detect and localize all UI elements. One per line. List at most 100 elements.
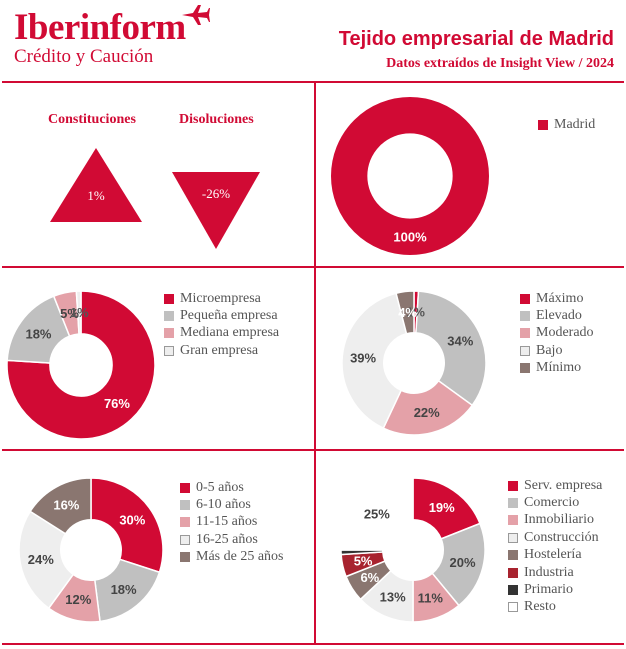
legend-swatch: [164, 311, 174, 322]
slice-0-5-años: [90, 477, 164, 574]
legend-label: 16-25 años: [196, 531, 258, 547]
triangle-up-icon: [50, 148, 142, 222]
legend-item: Pequeña empresa: [164, 307, 279, 324]
data-label: 39%: [350, 351, 376, 366]
brand-subtitle: Crédito y Caución: [14, 46, 154, 67]
legend-item: Moderado: [520, 325, 594, 342]
sector-legend: Serv. empresa Comercio Inmobiliario Constru…: [508, 477, 602, 616]
legend-label: Madrid: [554, 116, 596, 132]
slice-resto: [340, 477, 414, 551]
legend-item: Construcción: [508, 529, 602, 546]
legend-label: Primario: [524, 582, 573, 598]
slice-16-25-años: [18, 510, 75, 610]
legend-swatch: [508, 602, 518, 613]
legend-swatch: [538, 119, 548, 130]
data-label: 4%: [398, 305, 417, 320]
divider-row-2: [2, 449, 624, 451]
legend-item: Mediana empresa: [164, 325, 279, 342]
legend-swatch: [520, 293, 530, 304]
legend-swatch: [180, 552, 190, 563]
divider-vertical: [314, 81, 316, 645]
legend-label: Más de 25 años: [196, 549, 284, 565]
legend-label: Máximo: [536, 290, 584, 306]
data-label: 20%: [449, 555, 475, 570]
slice-serv-empresa: [412, 477, 481, 540]
legend-item: Industria: [508, 564, 602, 581]
data-label: 1%: [406, 304, 425, 319]
legend-label: Bajo: [536, 342, 563, 358]
disoluciones-value: -26%: [201, 186, 231, 201]
slice-microempresa: [6, 290, 156, 440]
legend-label: Microempresa: [180, 290, 261, 306]
legend-label: Serv. empresa: [524, 477, 603, 493]
legend-swatch: [180, 534, 190, 545]
slice-elevado: [415, 290, 487, 407]
brand-logo: Iberinform Crédito y Caución: [14, 8, 186, 67]
constituciones-label: Constituciones: [48, 112, 136, 127]
legend-swatch: [520, 328, 530, 339]
legend-item: 11-15 años: [180, 514, 284, 531]
page-title: Tejido empresarial de Madrid: [338, 28, 614, 50]
legend-label: Elevado: [536, 308, 582, 324]
legend-swatch: [180, 517, 190, 528]
divider-top: [2, 81, 624, 83]
data-label: 76%: [104, 396, 130, 411]
region-donut-chart: 100%: [330, 96, 490, 256]
data-label: 1%: [70, 305, 89, 320]
company-age-donut-chart: 30% 18% 12% 24% 16%: [18, 477, 164, 623]
legend-item: Microempresa: [164, 290, 279, 307]
data-label: 18%: [111, 582, 137, 597]
plane-icon: [182, 5, 210, 25]
legend-item: 6-10 años: [180, 496, 284, 513]
region-legend: Madrid: [538, 116, 595, 133]
divider-bottom: [2, 643, 624, 645]
legend-label: Moderado: [536, 325, 594, 341]
brand-name: Iberinform: [14, 7, 186, 48]
data-label: 22%: [414, 405, 440, 420]
legend-label: Inmobiliario: [524, 512, 594, 528]
legend-label: 0-5 años: [196, 479, 244, 495]
legend-label: Industria: [524, 564, 574, 580]
legend-label: Mínimo: [536, 360, 582, 376]
legend-item: 0-5 años: [180, 479, 284, 496]
legend-swatch: [508, 567, 518, 578]
legend-label: Hostelería: [524, 547, 582, 563]
legend-item: Comercio: [508, 494, 602, 511]
slice-más-de-25-años: [29, 477, 92, 535]
legend-swatch: [508, 550, 518, 561]
sector-donut-chart: 19% 20% 11% 13%6%5% 25%: [340, 477, 486, 623]
legend-label: 6-10 años: [196, 497, 251, 513]
legend-swatch: [520, 345, 530, 356]
legend-item: Madrid: [538, 116, 595, 133]
disoluciones-label: Disoluciones: [179, 112, 254, 127]
constituciones-value: 1%: [87, 188, 105, 203]
company-size-legend: Microempresa Pequeña empresa Mediana empre…: [164, 290, 279, 360]
data-label: 5%: [354, 554, 373, 569]
legend-item: Más de 25 años: [180, 549, 284, 566]
legend-label: Pequeña empresa: [180, 308, 278, 324]
legend-swatch: [520, 363, 530, 374]
data-label: 30%: [119, 512, 145, 527]
legend-label: Construcción: [524, 529, 599, 545]
slice-bajo: [341, 292, 408, 430]
legend-item: Máximo: [520, 290, 594, 307]
legend-item: Primario: [508, 581, 602, 598]
data-label: 16%: [53, 498, 79, 513]
data-label: 24%: [28, 552, 54, 567]
data-label: 5%: [60, 306, 79, 321]
legend-label: 11-15 años: [196, 514, 258, 530]
legend-swatch: [508, 498, 518, 509]
legend-item: 16-25 años: [180, 531, 284, 548]
divider-row-1: [2, 266, 624, 268]
legend-swatch: [508, 515, 518, 526]
legend-item: Resto: [508, 599, 602, 616]
company-size-donut-chart: 76% 18% 5%1%: [6, 290, 156, 440]
slice-madrid: [330, 96, 490, 256]
data-label: 11%: [418, 591, 444, 606]
legend-item: Gran empresa: [164, 342, 279, 359]
legend-item: Inmobiliario: [508, 512, 602, 529]
legend-item: Hostelería: [508, 547, 602, 564]
slice-gran-empresa: [75, 290, 82, 335]
triangle-down-icon: [172, 172, 260, 249]
data-label: 25%: [364, 506, 390, 521]
